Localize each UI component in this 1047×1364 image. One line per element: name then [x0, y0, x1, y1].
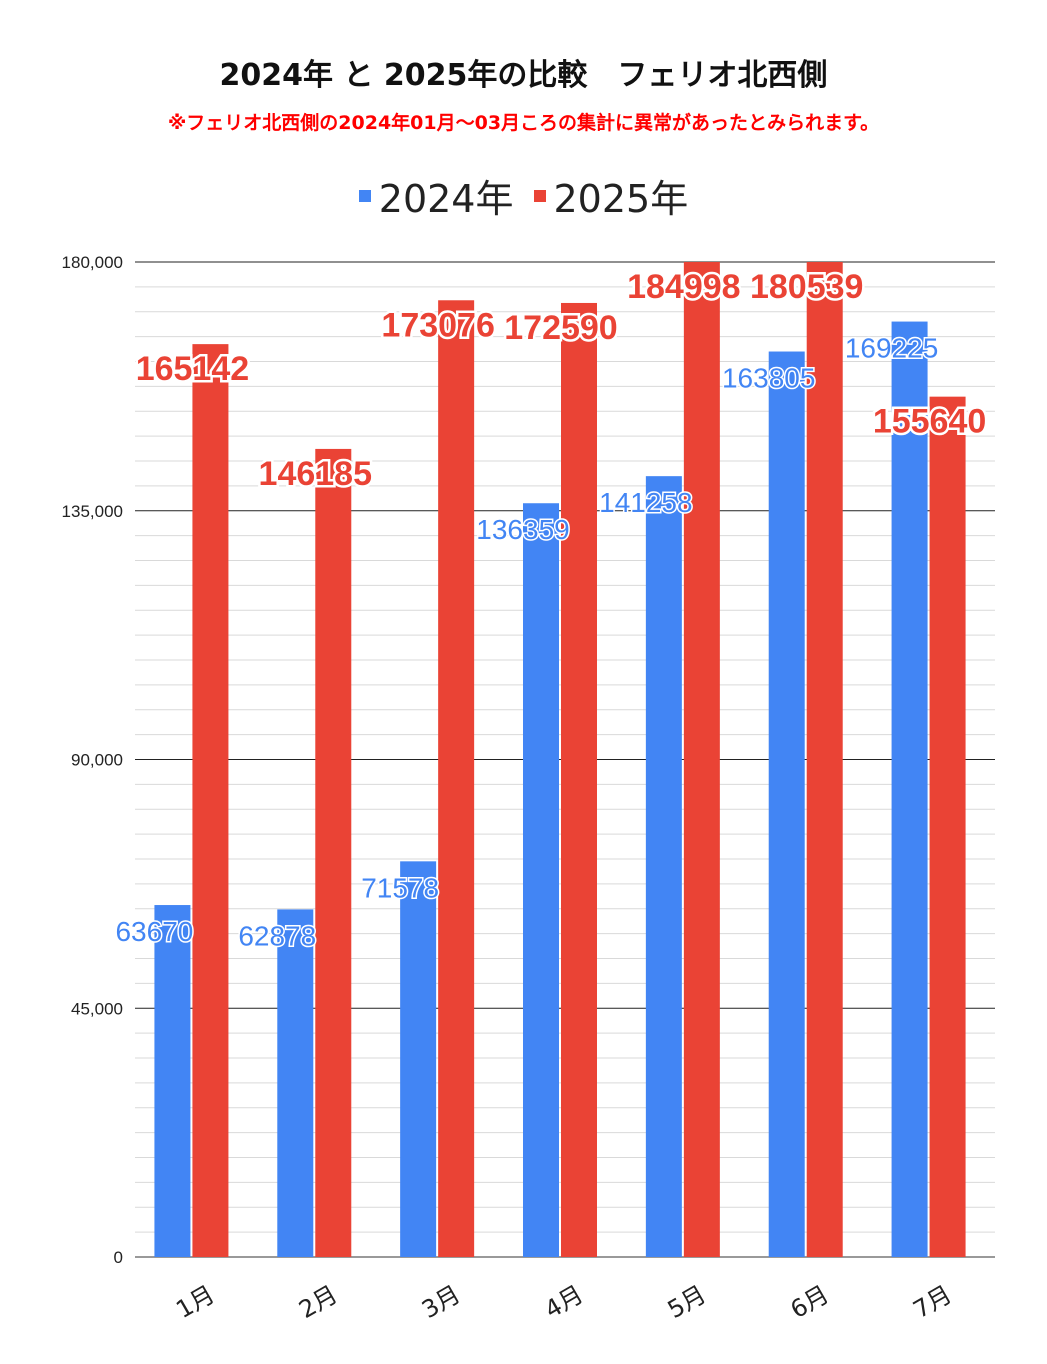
- bar-2025: [806, 262, 843, 1257]
- bar-2025: [561, 302, 597, 1258]
- legend-item-2024: 2024年: [358, 168, 514, 223]
- x-category-label: 7月: [909, 1280, 957, 1324]
- bar-2024: [645, 476, 682, 1257]
- x-category-label: 5月: [663, 1280, 711, 1324]
- bar-2025: [929, 396, 966, 1257]
- x-category-label: 1月: [171, 1280, 219, 1324]
- bar-2025: [438, 300, 475, 1258]
- legend-label-2024: 2024年: [378, 177, 514, 221]
- y-tick-label: 0: [114, 1248, 123, 1267]
- bar-2024: [523, 503, 559, 1257]
- bar-2024: [400, 861, 437, 1257]
- x-category-label: 3月: [417, 1280, 465, 1324]
- x-category-label: 2月: [294, 1280, 342, 1324]
- y-tick-label: 180,000: [62, 253, 123, 272]
- data-label-2024: 141258: [599, 487, 692, 518]
- data-label-2024: 63670: [115, 916, 193, 947]
- data-label-2025: 146185: [259, 455, 372, 493]
- data-label-2025: 172590: [504, 309, 617, 347]
- data-label-2025: 155640: [873, 403, 986, 441]
- data-label-2025: 180539: [750, 268, 863, 306]
- bar-2025: [683, 262, 720, 1257]
- legend: 2024年 2025年: [0, 168, 1047, 223]
- data-label-2024: 62878: [238, 920, 316, 951]
- y-tick-label: 135,000: [62, 502, 123, 521]
- x-category-label: 6月: [786, 1280, 834, 1324]
- bar-2024: [891, 321, 928, 1258]
- legend-item-2025: 2025年: [533, 168, 689, 223]
- legend-swatch-2025: [533, 189, 546, 202]
- y-tick-label: 90,000: [71, 751, 123, 770]
- x-category-label: 4月: [540, 1280, 588, 1324]
- bar-2025: [315, 448, 352, 1257]
- legend-label-2025: 2025年: [553, 177, 689, 221]
- bar-2025: [192, 344, 229, 1257]
- chart-subtitle: ※フェリオ北西側の2024年01月～03月ころの集計に異常があったとみられます。: [167, 112, 880, 134]
- bar-2024: [768, 351, 805, 1258]
- data-label-2025: 165142: [136, 350, 249, 388]
- bar-2024: [277, 909, 314, 1257]
- data-label-2025: 184998: [627, 268, 740, 306]
- bar-2024: [154, 905, 191, 1257]
- data-label-2024: 136359: [476, 514, 569, 545]
- legend-swatch-2024: [358, 189, 371, 202]
- chart-title: 2024年 と 2025年の比較 フェリオ北西側: [219, 58, 828, 93]
- data-label-2024: 163805: [722, 363, 815, 394]
- data-label-2024: 169225: [845, 333, 938, 364]
- data-label-2024: 71578: [361, 872, 439, 903]
- y-tick-label: 45,000: [71, 999, 123, 1018]
- data-label-2025: 173076: [381, 306, 494, 344]
